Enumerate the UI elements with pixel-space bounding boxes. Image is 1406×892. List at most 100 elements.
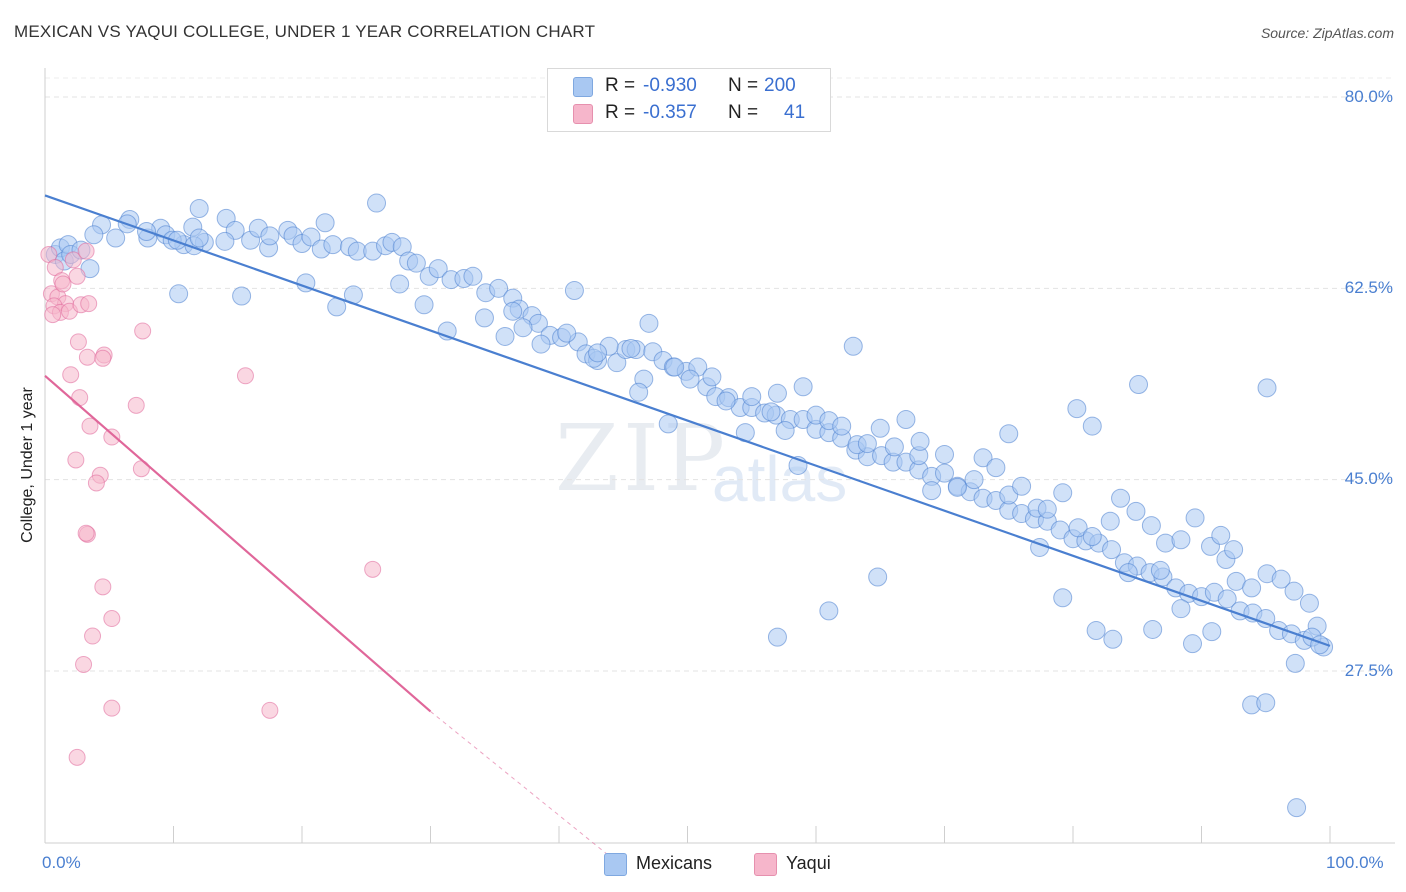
- mexicans-point: [1256, 693, 1276, 713]
- legend-row-yaqui: R = -0.357 N = 41: [548, 102, 830, 126]
- yaqui-point: [103, 699, 121, 717]
- mexicans-point: [819, 601, 839, 621]
- mexicans-point: [367, 193, 387, 213]
- mexicans-point: [557, 323, 577, 343]
- mexicans-point: [1141, 516, 1161, 536]
- yaqui-point: [84, 627, 102, 645]
- yaqui-point: [77, 524, 95, 542]
- n-label: N =: [728, 75, 759, 96]
- mexicans-point: [1211, 525, 1231, 545]
- mexicans-point: [474, 308, 494, 328]
- mexicans-point: [495, 326, 515, 346]
- yaqui-point: [87, 474, 105, 492]
- mexicans-point: [843, 336, 863, 356]
- yaqui-point: [64, 251, 82, 269]
- yaqui-point: [127, 396, 145, 414]
- mexicans-point: [232, 286, 252, 306]
- yaqui-point: [81, 417, 99, 435]
- mexicans-point: [1067, 399, 1087, 419]
- mexicans-point: [1012, 476, 1032, 496]
- y-tick-label: 27.5%: [1344, 661, 1393, 680]
- chart-title: MEXICAN VS YAQUI COLLEGE, UNDER 1 YEAR C…: [14, 22, 596, 41]
- yaqui-point: [54, 275, 72, 293]
- mexicans-point: [680, 369, 700, 389]
- mexicans-legend-swatch: [604, 853, 627, 876]
- mexicans-point: [315, 213, 335, 233]
- series-legend: Mexicans Yaqui: [0, 851, 1406, 879]
- yaqui-point: [75, 655, 93, 673]
- mexicans-point: [1217, 589, 1237, 609]
- mexicans-point: [84, 225, 104, 245]
- mexicans-point: [1126, 501, 1146, 521]
- mexicans-point: [513, 318, 533, 338]
- mexicans-point: [947, 477, 967, 497]
- mexicans-point: [1299, 593, 1319, 613]
- mexicans-point: [857, 434, 877, 454]
- mexicans-point: [964, 470, 984, 490]
- yaqui-point: [103, 428, 121, 446]
- mexicans-point: [1086, 621, 1106, 641]
- mexicans-point: [169, 284, 189, 304]
- yaqui-point: [67, 451, 85, 469]
- r-label: R =: [605, 102, 636, 123]
- yaqui-point: [94, 349, 112, 367]
- y-tick-label: 62.5%: [1344, 278, 1393, 297]
- yaqui-point: [68, 267, 86, 285]
- mexicans-point: [414, 295, 434, 315]
- mexicans-point: [489, 278, 509, 298]
- mexicans-point: [260, 226, 280, 246]
- n-value: 41: [784, 102, 806, 123]
- yaqui-point: [71, 389, 89, 407]
- mexicans-point: [106, 228, 126, 248]
- mexicans-point: [870, 418, 890, 438]
- mexicans-point: [1053, 483, 1073, 503]
- mexicans-point: [189, 228, 209, 248]
- mexicans-point: [531, 334, 551, 354]
- yaqui-legend-label: Yaqui: [786, 853, 831, 873]
- mexicans-point: [323, 235, 343, 255]
- mexicans-point: [621, 338, 641, 358]
- yaqui-point: [261, 701, 279, 719]
- mexicans-point: [742, 387, 762, 407]
- watermark-atlas: atlas: [712, 443, 848, 515]
- yaqui-point: [69, 333, 87, 351]
- mexicans-point: [1150, 560, 1170, 580]
- mexicans-point: [390, 274, 410, 294]
- mexicans-point: [406, 253, 426, 273]
- mexicans-point: [463, 266, 483, 286]
- legend-row-mexicans: R = -0.930 N = 200: [548, 75, 830, 99]
- mexicans-point: [910, 431, 930, 451]
- mexicans-point: [832, 416, 852, 436]
- mexicans-legend-label: Mexicans: [636, 853, 713, 873]
- y-axis-label: College, Under 1 year: [19, 387, 36, 543]
- mexicans-point: [767, 383, 787, 403]
- mexicans-point: [607, 353, 627, 373]
- yaqui-point: [134, 322, 152, 340]
- r-label: R =: [605, 75, 636, 96]
- mexicans-point: [189, 199, 209, 219]
- r-value: -0.357: [643, 102, 697, 123]
- mexicans-point: [1171, 530, 1191, 550]
- n-label: N =: [728, 102, 759, 123]
- mexicans-point: [215, 231, 235, 251]
- mexicans-point: [1143, 619, 1163, 639]
- mexicans-point: [1271, 569, 1291, 589]
- mexicans-point: [922, 481, 942, 501]
- mexicans-point: [1185, 508, 1205, 528]
- yaqui-point: [62, 366, 80, 384]
- yaqui-trend-line: [44, 374, 432, 713]
- mexicans-point: [1037, 499, 1057, 519]
- x-tick-label: 0.0%: [42, 853, 81, 872]
- n-value: 200: [764, 75, 796, 96]
- yaqui-point: [103, 610, 121, 628]
- mexicans-point: [1202, 622, 1222, 642]
- yaqui-point: [236, 367, 254, 385]
- mexicans-point: [503, 301, 523, 321]
- yaqui-legend-swatch: [754, 853, 777, 876]
- mexicans-point: [1082, 527, 1102, 547]
- mexicans-point: [658, 414, 678, 434]
- mexicans-point: [1053, 588, 1073, 608]
- mexicans-point: [639, 313, 659, 333]
- yaqui-point: [77, 242, 95, 260]
